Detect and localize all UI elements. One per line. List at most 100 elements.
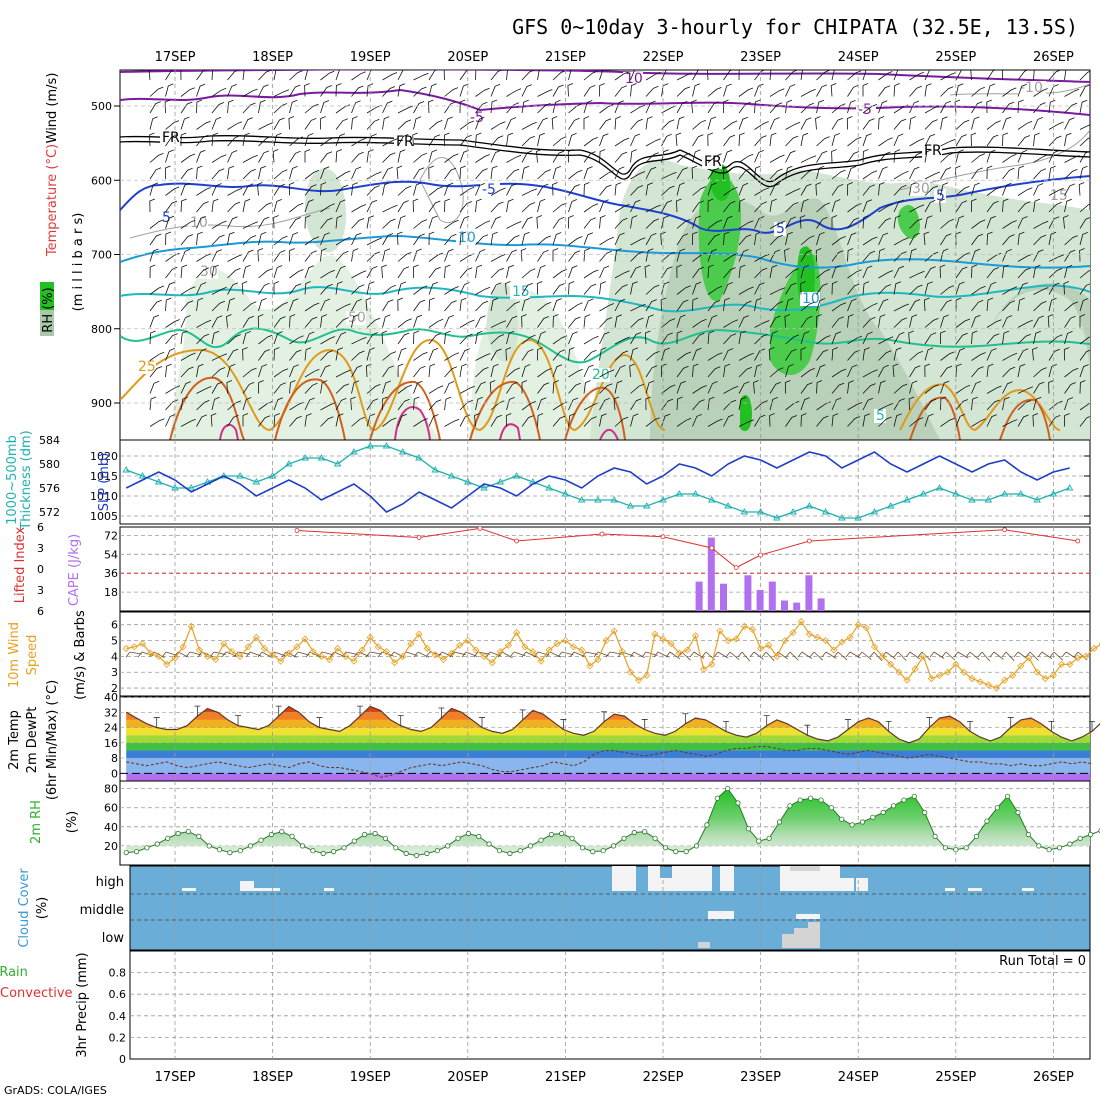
- wind-barb: [955, 200, 968, 213]
- wind-barb: [692, 318, 707, 328]
- wind-barb: [971, 299, 984, 312]
- wind-barb: [1096, 184, 1100, 195]
- wind-barb: [862, 347, 870, 361]
- wind-marker: [765, 641, 773, 649]
- wind-barb: [645, 71, 661, 81]
- wind-barb: [878, 284, 892, 295]
- wind-barb: [351, 248, 359, 262]
- wind10-frame: [119, 611, 1091, 697]
- wind-barb: [428, 165, 434, 180]
- wind-barb: [521, 202, 536, 213]
- wind-barb: [351, 71, 366, 81]
- wind-barb: [1002, 396, 1010, 411]
- thickness-marker: [236, 472, 244, 479]
- rh-contour: [949, 83, 1090, 96]
- wind-marker: [846, 633, 854, 641]
- wind-barb: [444, 101, 456, 114]
- wind-barb: [815, 248, 822, 262]
- wind-barb: [335, 70, 340, 81]
- rh-marker: [745, 826, 752, 832]
- wind-barb: [273, 89, 290, 97]
- thickness-marker: [171, 484, 179, 491]
- wind-barb: [970, 132, 977, 147]
- wind-barb: [847, 364, 858, 378]
- wind-barb: [1079, 336, 1090, 345]
- wind-barb: [614, 151, 628, 163]
- wind-marker: [561, 636, 569, 645]
- wind-barb: [614, 365, 626, 378]
- wind-barb: [335, 184, 349, 196]
- wind-barb: [537, 198, 546, 213]
- wind-barb: [397, 149, 406, 163]
- thickness-marker: [805, 502, 814, 509]
- wind-barb: [1033, 264, 1041, 279]
- rh-marker: [538, 837, 544, 843]
- wind-barb: [413, 182, 422, 196]
- wind-barb: [738, 419, 755, 427]
- wind-barb: [366, 70, 373, 81]
- surface-barb: [1049, 651, 1064, 661]
- wind-barb: [366, 133, 377, 147]
- cloud-patch: [808, 922, 820, 948]
- wind-barb: [335, 170, 351, 180]
- wind-barb: [986, 99, 992, 114]
- wind-barb: [320, 116, 326, 130]
- wind-barb: [428, 363, 436, 378]
- contour-label: 5: [162, 210, 171, 226]
- wind-barb: [878, 71, 893, 81]
- wind-barb: [644, 330, 651, 345]
- wind-barb: [893, 332, 905, 345]
- li-marker: [416, 535, 422, 540]
- wind-barb: [258, 84, 269, 97]
- wind-barb: [475, 168, 488, 180]
- wind-barb: [955, 149, 964, 163]
- wind-barb: [521, 401, 536, 411]
- wind-barb: [986, 70, 997, 81]
- wind-barb: [986, 297, 994, 312]
- wind-barb: [505, 413, 512, 427]
- tick-label: 576: [39, 482, 60, 495]
- wind-barb: [506, 117, 517, 130]
- wind-barb: [723, 186, 738, 196]
- wind-barb: [754, 253, 770, 262]
- wind-barb: [304, 250, 317, 262]
- wind-barb: [661, 318, 676, 328]
- wind-barb: [1079, 84, 1090, 97]
- wind-barb: [258, 216, 270, 229]
- wind-barb: [273, 413, 280, 427]
- thickness-marker: [366, 442, 374, 449]
- wind-barb: [459, 70, 470, 81]
- wind-barb: [847, 166, 857, 180]
- wind-barb: [521, 364, 531, 378]
- wind-barb: [490, 414, 502, 427]
- wind-barb: [537, 70, 540, 81]
- wind-barb: [320, 232, 330, 246]
- wind-barb: [304, 281, 311, 295]
- wind-barb: [1033, 396, 1042, 411]
- tick-label: 584: [39, 434, 60, 447]
- wind-barb: [273, 331, 283, 345]
- wind-barb: [180, 87, 195, 97]
- wind-barb: [1079, 217, 1090, 229]
- wind-marker: [691, 632, 700, 640]
- wind-barb: [1033, 367, 1047, 378]
- wind-barb: [583, 248, 590, 262]
- wind-barb: [304, 397, 315, 411]
- wind-barb: [847, 416, 861, 427]
- thickness-marker: [870, 508, 879, 515]
- wind-barb: [909, 71, 924, 81]
- wind-barb: [242, 397, 252, 411]
- wind-barb: [909, 218, 923, 229]
- wind-barb: [413, 351, 428, 361]
- wind-barb: [320, 402, 336, 411]
- wind-barb: [816, 216, 828, 229]
- wind-barb: [754, 187, 770, 196]
- cape-bars: [695, 537, 825, 611]
- rh-marker: [445, 843, 451, 849]
- rh-marker: [1067, 841, 1073, 847]
- cape-bar: [781, 600, 788, 611]
- wind-barb: [258, 136, 272, 147]
- wind-barb: [536, 281, 543, 295]
